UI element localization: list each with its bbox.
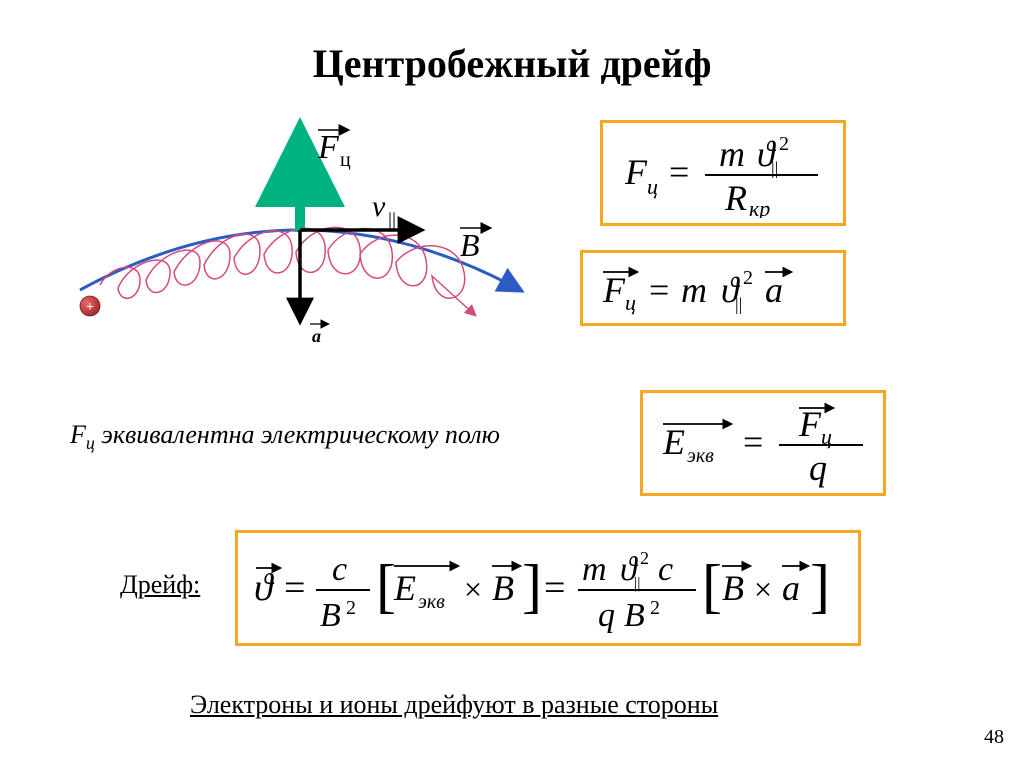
formula-equivalent-field: E экв = F ц q xyxy=(640,390,886,496)
svg-text:F: F xyxy=(624,152,648,192)
svg-text:=: = xyxy=(544,567,565,609)
svg-text:]: ] xyxy=(810,553,830,619)
svg-text:ϑ: ϑ xyxy=(254,567,275,609)
svg-text:a: a xyxy=(312,326,321,346)
svg-text:B: B xyxy=(722,568,744,608)
caption-opposite-drift: Электроны и ионы дрейфуют в разные сторо… xyxy=(190,690,718,720)
svg-text:+: + xyxy=(86,300,94,315)
svg-text:кр: кр xyxy=(749,196,770,218)
centrifugal-drift-diagram: F ц v || B a + xyxy=(60,110,540,370)
svg-text:=: = xyxy=(669,152,689,192)
svg-text:v: v xyxy=(372,190,386,223)
svg-text:×: × xyxy=(754,571,772,607)
svg-text:2: 2 xyxy=(779,133,789,155)
svg-text:||: || xyxy=(388,209,396,231)
svg-text:2: 2 xyxy=(650,597,660,619)
svg-text:ц: ц xyxy=(821,424,832,449)
svg-text:B: B xyxy=(320,597,341,634)
svg-text:B: B xyxy=(624,597,645,634)
svg-text:]: ] xyxy=(522,553,542,619)
svg-text:a: a xyxy=(782,568,800,608)
page-number: 48 xyxy=(984,726,1004,749)
caption-drift-label: Дрейф: xyxy=(120,570,200,600)
svg-text:||: || xyxy=(634,575,640,592)
svg-text:a: a xyxy=(765,270,783,310)
svg-text:ц: ц xyxy=(647,174,658,199)
svg-text:ц: ц xyxy=(340,149,351,171)
svg-text:E: E xyxy=(662,422,685,462)
svg-text:||: || xyxy=(771,158,778,178)
svg-text:×: × xyxy=(464,571,482,607)
svg-text:B: B xyxy=(460,227,480,263)
svg-text:m: m xyxy=(582,551,607,588)
svg-text:||: || xyxy=(735,294,742,314)
svg-text:F: F xyxy=(602,270,626,310)
svg-text:c: c xyxy=(658,551,673,588)
svg-text:F: F xyxy=(317,129,340,166)
svg-text:=: = xyxy=(743,422,763,462)
svg-text:c: c xyxy=(332,551,347,588)
svg-text:m: m xyxy=(719,134,745,174)
svg-text:[: [ xyxy=(702,553,722,619)
formula-centrifugal-force: F ц = m ϑ 2 || R кр xyxy=(600,120,846,226)
svg-text:E: E xyxy=(393,568,416,608)
svg-text:m: m xyxy=(681,270,707,310)
svg-text:2: 2 xyxy=(346,597,356,619)
svg-text:2: 2 xyxy=(640,548,649,568)
svg-text:B: B xyxy=(492,568,514,608)
page-title: Центробежный дрейф xyxy=(0,40,1024,87)
svg-text:R: R xyxy=(724,178,747,218)
svg-text:2: 2 xyxy=(743,267,753,289)
caption-equivalent-field: Fц эквивалентна электрическому полю xyxy=(70,420,500,454)
svg-text:F: F xyxy=(798,404,822,444)
svg-text:ц: ц xyxy=(625,290,636,315)
formula-force-vector: F ц = m ϑ 2 || a xyxy=(580,250,846,326)
svg-text:=: = xyxy=(649,270,669,310)
svg-text:экв: экв xyxy=(418,591,445,613)
svg-text:[: [ xyxy=(376,553,396,619)
svg-text:экв: экв xyxy=(687,445,714,467)
svg-text:q: q xyxy=(598,597,615,634)
svg-text:q: q xyxy=(809,448,827,488)
formula-drift-velocity: ϑ = c B 2 [ E экв × B ] = m ϑ 2 || c q B… xyxy=(235,530,861,646)
svg-text:=: = xyxy=(284,567,305,609)
caption-equivalent-text: эквивалентна электрическому полю xyxy=(101,420,500,449)
